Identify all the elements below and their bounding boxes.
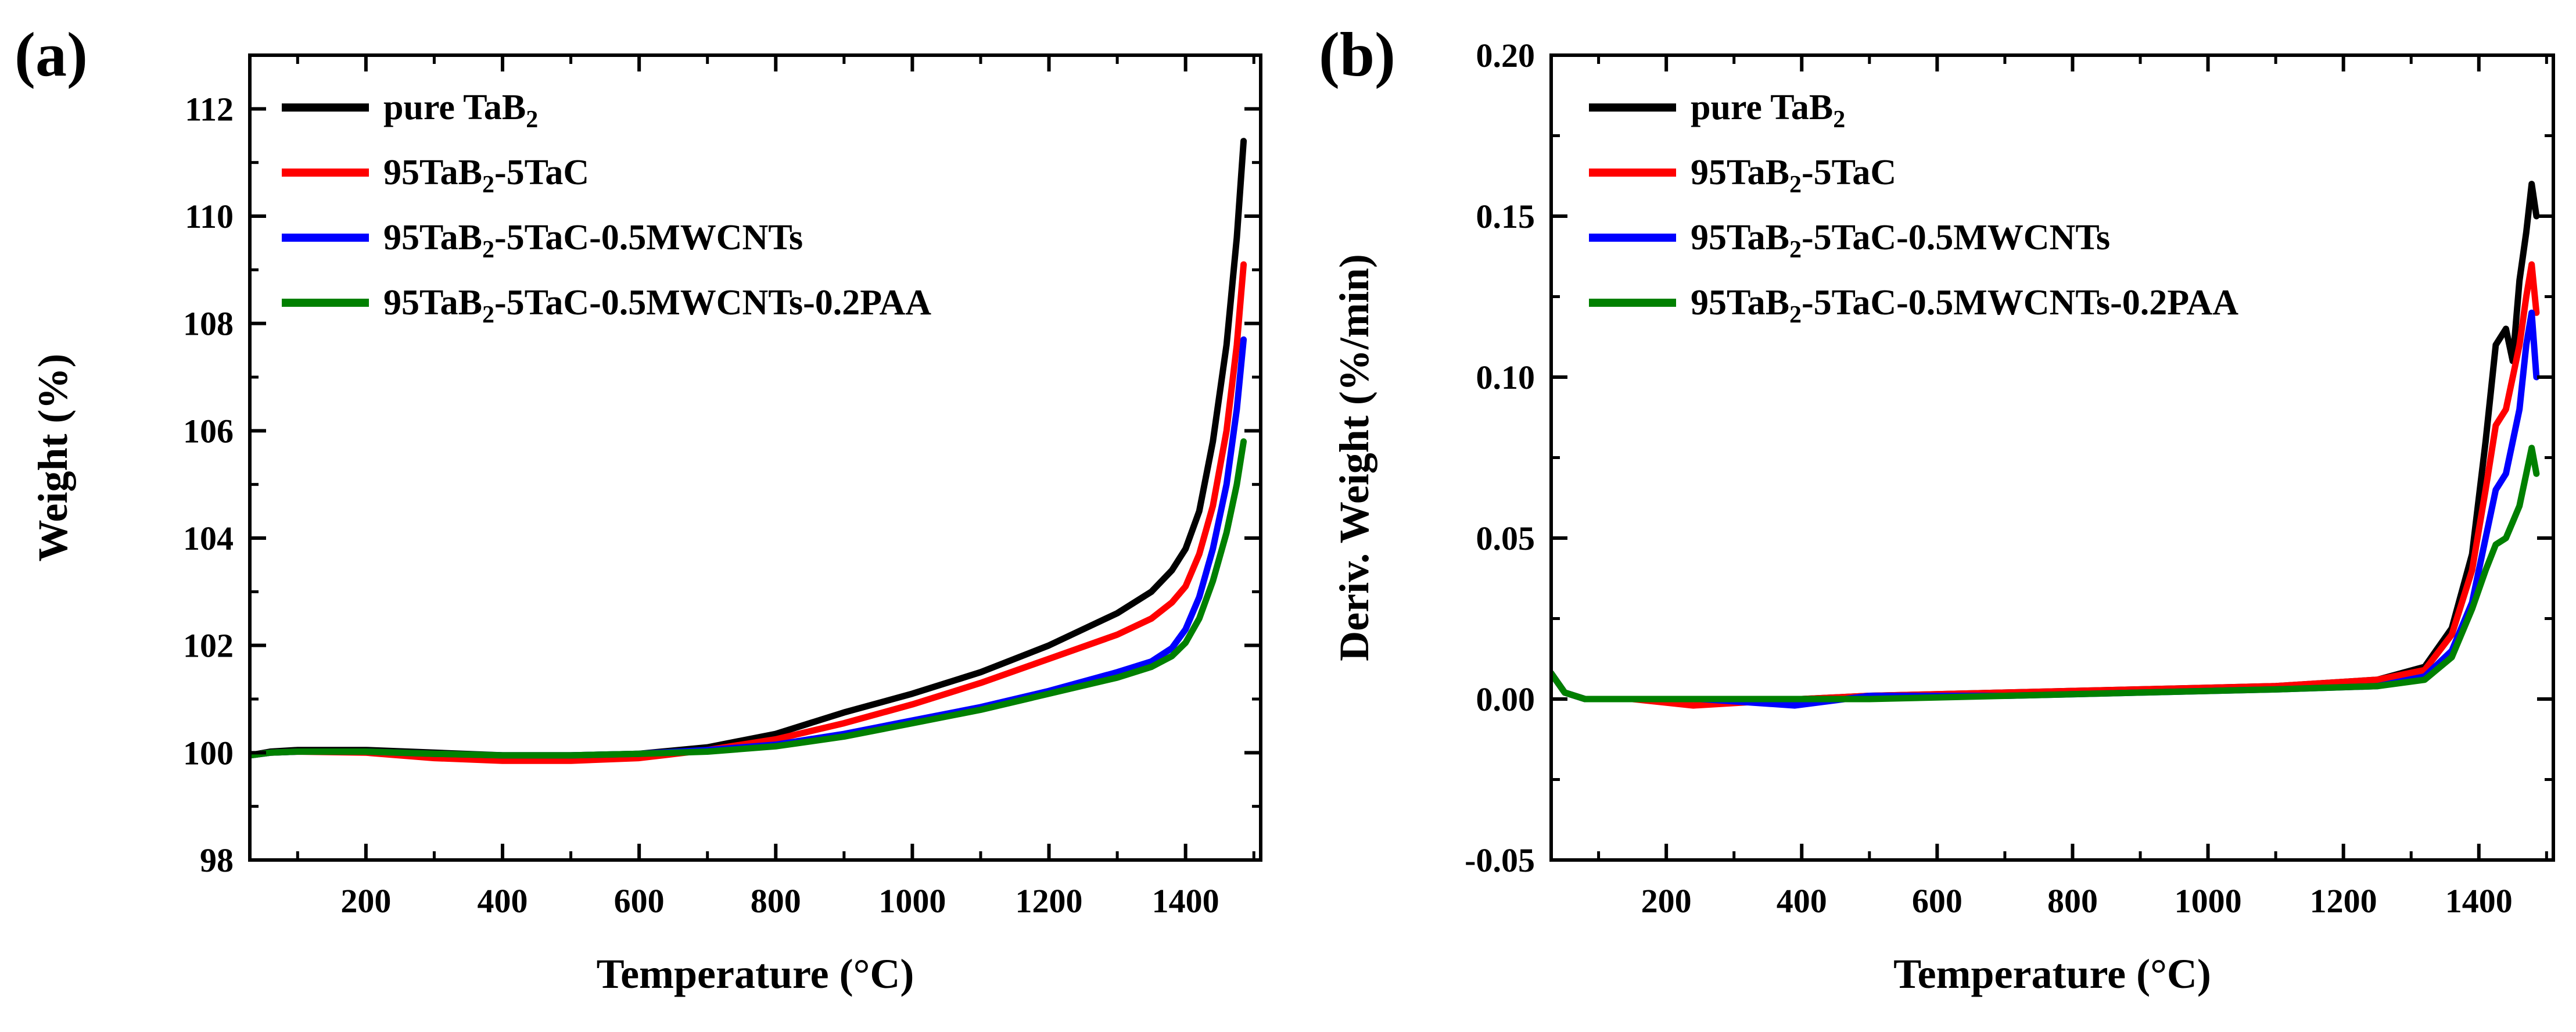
legend-label-1: pure TaB2 [1691,88,1845,133]
x-tick-label: 200 [1641,882,1692,920]
chart-panel-a: 200 400 600 800 1000 1200 1400 98 100 102 104 106 10… [15,20,1262,997]
x-axis-title: Temperature (°C) [1893,951,2211,997]
x-tick-label: 600 [1912,882,1963,920]
plot-frame [248,53,1262,862]
legend: pure TaB2 95TaB2-5TaC 95TaB2-5TaC-0.5MWCNT… [1589,88,2238,328]
x-tick-label: 200 [340,882,391,920]
y-tick-label: 106 [183,412,234,450]
series-line-4 [250,438,1247,759]
x-tick-label: 1400 [1152,882,1219,920]
y-tick-label: 0.15 [1476,198,1535,235]
panel-label: (b) [1319,20,1395,89]
series-line-3 [250,336,1247,759]
x-tick-label: 400 [1777,882,1827,920]
legend-label-2: 95TaB2-5TaC [383,153,589,198]
legend-label-3: 95TaB2-5TaC-0.5MWCNTs [1691,218,2110,263]
y-tick-label: -0.05 [1465,841,1535,879]
chart-panel-b: 200 400 600 800 1000 1200 1400 -0.05 0.00 0.05 0.1… [1319,20,2555,997]
y-tick-label: 104 [183,519,234,557]
legend-label-1: pure TaB2 [383,88,538,133]
legend-label-2: 95TaB2-5TaC [1691,153,1896,198]
x-tick-label: 1000 [2175,882,2242,920]
x-tick-label: 1000 [878,882,946,920]
y-axis-title: Deriv. Weight (%/min) [1331,254,1377,661]
series-line-2 [1551,261,2540,709]
y-tick-label: 0.10 [1476,359,1535,396]
series-line-3 [1551,309,2540,709]
y-tick-label: 112 [185,90,234,128]
legend-label-3: 95TaB2-5TaC-0.5MWCNTs [383,218,803,263]
x-tick-label: 1200 [2310,882,2377,920]
y-tick-label: 98 [200,841,234,879]
panel-label: (a) [15,20,88,89]
y-tick-label: 0.05 [1476,519,1535,557]
x-tick-label: 1400 [2445,882,2513,920]
y-tick-label: 0.20 [1476,37,1535,74]
legend-label-4: 95TaB2-5TaC-0.5MWCNTs-0.2PAA [1691,283,2238,328]
series-line-4 [1551,445,2540,703]
series-line-1 [1551,181,2540,703]
y-tick-label: 110 [185,198,234,235]
y-axis-title: Weight (%) [30,354,76,562]
x-tick-label: 600 [614,882,665,920]
legend-label-4: 95TaB2-5TaC-0.5MWCNTs-0.2PAA [383,283,931,328]
y-tick-label: 108 [183,305,234,343]
y-tick-label: 100 [183,734,234,772]
x-tick-label: 400 [478,882,528,920]
y-tick-label: 0.00 [1476,680,1535,718]
y-tick-label: 102 [183,627,234,665]
x-tick-label: 1200 [1016,882,1083,920]
legend: pure TaB2 95TaB2-5TaC 95TaB2-5TaC-0.5MWCNT… [282,88,931,328]
x-tick-label: 800 [751,882,801,920]
x-axis-title: Temperature (°C) [597,951,914,997]
series-line-2 [250,261,1247,764]
x-tick-label: 800 [2047,882,2098,920]
